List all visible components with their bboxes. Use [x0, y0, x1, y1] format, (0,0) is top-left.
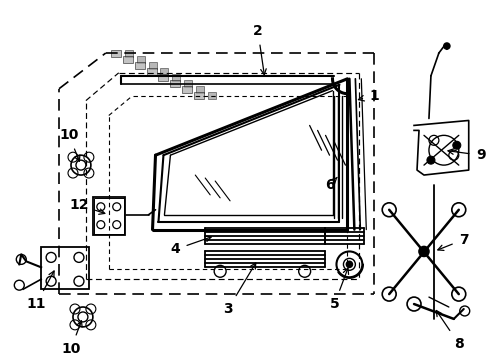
Text: 6: 6 [325, 177, 337, 192]
Bar [196, 86, 204, 93]
Bar [124, 50, 133, 57]
Text: 11: 11 [26, 271, 54, 311]
Text: 2: 2 [253, 24, 266, 75]
Circle shape [427, 156, 435, 164]
Bar [171, 80, 180, 87]
Bar [195, 92, 204, 99]
Circle shape [453, 141, 461, 149]
Text: 5: 5 [330, 268, 348, 311]
Text: 3: 3 [223, 263, 256, 316]
Bar [158, 74, 169, 81]
Bar [172, 74, 180, 81]
Bar [111, 50, 121, 57]
Text: 4: 4 [171, 236, 211, 256]
Bar [184, 80, 192, 87]
Circle shape [444, 43, 450, 49]
Bar [148, 62, 156, 69]
Bar [135, 62, 145, 69]
Bar [94, 198, 123, 234]
Text: 7: 7 [438, 233, 468, 251]
Text: 12: 12 [69, 198, 105, 214]
Bar [208, 92, 216, 99]
Bar [161, 68, 169, 75]
Text: 10: 10 [59, 129, 80, 161]
Text: 8: 8 [436, 310, 464, 351]
Text: 10: 10 [61, 321, 82, 356]
Text: 9: 9 [448, 148, 486, 162]
Text: 1: 1 [358, 89, 379, 103]
Bar [122, 56, 133, 63]
Circle shape [346, 261, 352, 267]
Circle shape [419, 247, 429, 256]
Bar [93, 197, 124, 235]
Bar [147, 68, 156, 75]
Bar [41, 247, 89, 289]
Bar [182, 86, 192, 93]
Bar [137, 56, 145, 63]
